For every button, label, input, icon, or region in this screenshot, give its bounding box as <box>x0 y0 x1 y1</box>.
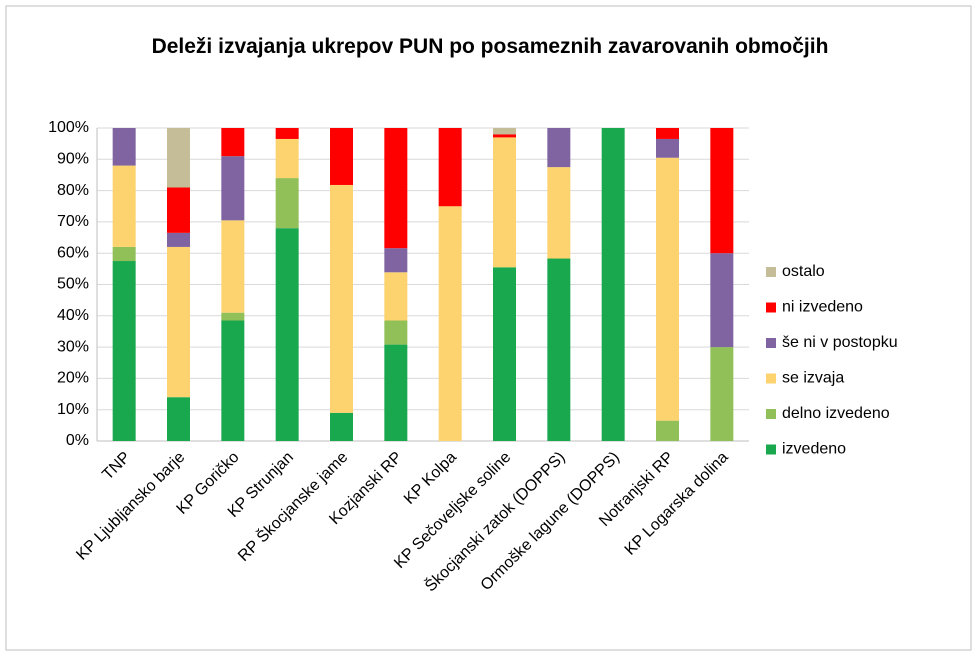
bar-segment <box>601 128 625 441</box>
legend-label: se izvaja <box>782 370 844 387</box>
bar-segment <box>167 397 190 441</box>
bar-segment <box>384 248 408 273</box>
bar-segment <box>493 128 516 135</box>
bar-segment <box>221 312 245 321</box>
legend-label: ni izvedeno <box>782 299 863 316</box>
legend-swatch <box>766 267 776 277</box>
legend-label: še ni v postopku <box>782 334 898 351</box>
y-tick-label: 60% <box>57 244 89 261</box>
y-tick-label: 70% <box>57 213 89 230</box>
bar-segment <box>330 128 353 185</box>
y-tick-label: 0% <box>66 432 89 449</box>
y-tick-label: 30% <box>57 338 89 355</box>
y-tick-label: 90% <box>57 151 89 168</box>
bar-segment <box>547 258 571 441</box>
x-tick-label: TNP <box>99 449 134 484</box>
bar-segment <box>330 184 353 413</box>
bar-segment <box>384 320 408 345</box>
bar-segment <box>167 128 190 188</box>
bar-segment <box>493 134 516 138</box>
bar-segment <box>167 232 190 247</box>
bar-segment <box>112 128 136 166</box>
bar-segment <box>493 137 516 268</box>
legend-label: delno izvedeno <box>782 405 890 422</box>
bar-segment <box>656 138 679 158</box>
legend-label: ostalo <box>782 263 825 280</box>
y-tick-label: 40% <box>57 307 89 324</box>
bar-segment <box>710 347 734 441</box>
legend-swatch <box>766 338 776 348</box>
bar-segment <box>112 261 136 441</box>
bar-segment <box>330 412 353 441</box>
bar-segment <box>493 267 516 441</box>
bar-segment <box>656 420 679 441</box>
bar-segment <box>221 320 245 441</box>
bar-segment <box>710 128 734 254</box>
chart-title: Deleži izvajanja ukrepov PUN po posamezn… <box>151 35 829 58</box>
bar-segment <box>275 178 299 229</box>
bar-segment <box>384 272 408 321</box>
y-tick-label: 10% <box>57 401 89 418</box>
bar-segment <box>438 206 462 441</box>
bar-segment <box>384 128 408 249</box>
bar-segment <box>221 156 245 221</box>
legend-swatch <box>766 409 776 419</box>
bar-segment <box>275 138 299 179</box>
bar-segment <box>167 246 190 398</box>
bar-segment <box>710 253 734 348</box>
bar-segment <box>112 246 136 262</box>
bar-segment <box>167 187 190 233</box>
bar-segment <box>547 128 571 168</box>
bar-segment <box>384 344 408 441</box>
legend-swatch <box>766 373 776 384</box>
y-tick-label: 100% <box>48 119 89 136</box>
bar-segment <box>547 167 571 259</box>
chart-border <box>5 5 972 651</box>
bar-segment <box>221 220 245 313</box>
bar-segment <box>656 128 679 139</box>
legend-label: izvedeno <box>782 441 846 458</box>
bar-segment <box>221 128 245 157</box>
bar-segment <box>112 165 136 247</box>
bar-segment <box>275 128 299 139</box>
y-tick-label: 20% <box>57 370 89 387</box>
bar-segment <box>438 128 462 207</box>
y-tick-label: 80% <box>57 182 89 199</box>
legend-swatch <box>766 302 776 313</box>
x-tick-label: KP Logarska dolina <box>622 449 732 559</box>
legend-swatch <box>766 444 776 455</box>
bar-segment <box>275 228 299 441</box>
bar-segment <box>656 157 679 421</box>
x-tick-label: KP Ljubljansko barje <box>73 449 188 564</box>
y-tick-label: 50% <box>57 276 89 293</box>
